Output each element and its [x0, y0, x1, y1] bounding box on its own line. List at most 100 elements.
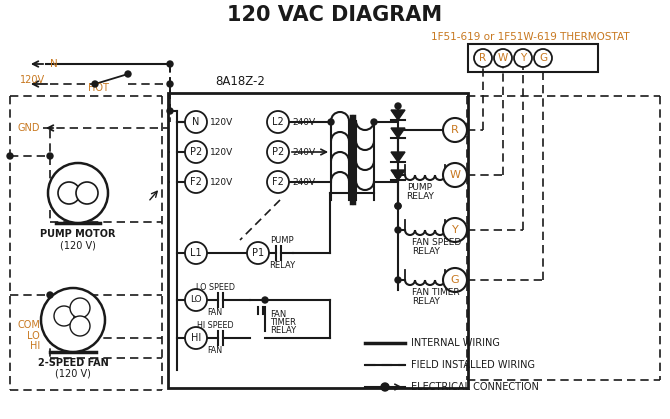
Circle shape	[395, 203, 401, 209]
Text: F2: F2	[190, 177, 202, 187]
Text: 120V: 120V	[210, 147, 233, 157]
Circle shape	[58, 182, 80, 204]
Circle shape	[185, 327, 207, 349]
Text: Y: Y	[452, 225, 458, 235]
Polygon shape	[391, 110, 405, 120]
Text: FAN: FAN	[270, 310, 286, 319]
Text: 240V: 240V	[292, 147, 315, 157]
Text: G: G	[539, 53, 547, 63]
Circle shape	[267, 141, 289, 163]
Circle shape	[443, 218, 467, 242]
Circle shape	[395, 103, 401, 109]
Text: 240V: 240V	[292, 178, 315, 186]
Circle shape	[47, 292, 53, 298]
Circle shape	[70, 298, 90, 318]
Polygon shape	[391, 128, 405, 138]
Circle shape	[247, 242, 269, 264]
Text: N: N	[50, 59, 58, 69]
Circle shape	[395, 227, 401, 233]
Text: P2: P2	[272, 147, 284, 157]
Circle shape	[185, 111, 207, 133]
Text: W: W	[450, 170, 460, 180]
Text: INTERNAL WIRING: INTERNAL WIRING	[411, 338, 500, 348]
Circle shape	[41, 288, 105, 352]
Text: FAN TIMER: FAN TIMER	[412, 288, 460, 297]
Text: RELAY: RELAY	[412, 297, 440, 306]
Circle shape	[514, 49, 532, 67]
Text: R: R	[480, 53, 486, 63]
Circle shape	[371, 119, 377, 125]
Text: HI: HI	[191, 333, 201, 343]
Text: HOT: HOT	[88, 83, 109, 93]
Circle shape	[54, 306, 74, 326]
Circle shape	[494, 49, 512, 67]
Bar	[168, 93, 468, 388]
Text: FAN SPEED: FAN SPEED	[412, 238, 461, 247]
Polygon shape	[391, 152, 405, 162]
Polygon shape	[391, 170, 405, 180]
Circle shape	[534, 49, 552, 67]
Text: 8A18Z-2: 8A18Z-2	[215, 75, 265, 88]
Text: PUMP: PUMP	[270, 236, 294, 245]
Text: G: G	[451, 275, 460, 285]
Circle shape	[47, 153, 53, 159]
Text: Y: Y	[520, 53, 526, 63]
Text: FAN: FAN	[208, 346, 222, 355]
Circle shape	[267, 171, 289, 193]
Circle shape	[185, 141, 207, 163]
Text: FAN: FAN	[208, 308, 222, 317]
Text: TIMER: TIMER	[270, 318, 296, 327]
Text: L1: L1	[190, 248, 202, 258]
Text: 120V: 120V	[20, 75, 45, 85]
Circle shape	[167, 81, 173, 87]
Circle shape	[443, 118, 467, 142]
Circle shape	[474, 49, 492, 67]
Circle shape	[185, 289, 207, 311]
Circle shape	[267, 111, 289, 133]
Text: RELAY: RELAY	[406, 192, 434, 201]
Text: N: N	[192, 117, 200, 127]
Text: (120 V): (120 V)	[60, 240, 96, 250]
Text: 240V: 240V	[292, 117, 315, 127]
Text: 120 VAC DIAGRAM: 120 VAC DIAGRAM	[227, 5, 443, 25]
Circle shape	[381, 383, 389, 391]
Text: RELAY: RELAY	[269, 261, 295, 270]
Circle shape	[328, 119, 334, 125]
Text: 1F51-619 or 1F51W-619 THERMOSTAT: 1F51-619 or 1F51W-619 THERMOSTAT	[431, 32, 629, 42]
Circle shape	[395, 277, 401, 283]
Text: P2: P2	[190, 147, 202, 157]
Text: 120V: 120V	[210, 117, 233, 127]
Circle shape	[167, 61, 173, 67]
Text: PUMP: PUMP	[407, 183, 433, 192]
Circle shape	[48, 163, 108, 223]
Text: 2-SPEED FAN: 2-SPEED FAN	[38, 358, 109, 368]
Text: W: W	[498, 53, 508, 63]
Circle shape	[76, 182, 98, 204]
Text: P1: P1	[252, 248, 264, 258]
Circle shape	[262, 297, 268, 303]
Bar	[468, 44, 598, 72]
Circle shape	[443, 163, 467, 187]
Text: LO: LO	[27, 331, 40, 341]
Circle shape	[70, 316, 90, 336]
Text: RELAY: RELAY	[270, 326, 296, 335]
Text: GND: GND	[17, 123, 40, 133]
Text: R: R	[451, 125, 459, 135]
Text: HI: HI	[29, 341, 40, 351]
Circle shape	[92, 81, 98, 87]
Text: LO SPEED: LO SPEED	[196, 283, 234, 292]
Text: RELAY: RELAY	[412, 247, 440, 256]
Circle shape	[395, 172, 401, 178]
Text: PUMP MOTOR: PUMP MOTOR	[40, 229, 116, 239]
Circle shape	[167, 108, 173, 114]
Text: (120 V): (120 V)	[55, 369, 91, 379]
Text: HI SPEED: HI SPEED	[197, 321, 233, 330]
Text: ELECTRICAL CONNECTION: ELECTRICAL CONNECTION	[411, 382, 539, 392]
Text: F2: F2	[272, 177, 284, 187]
Text: L2: L2	[272, 117, 284, 127]
Text: 120V: 120V	[210, 178, 233, 186]
Circle shape	[185, 242, 207, 264]
Circle shape	[185, 171, 207, 193]
Circle shape	[7, 153, 13, 159]
Text: COM: COM	[17, 320, 40, 330]
